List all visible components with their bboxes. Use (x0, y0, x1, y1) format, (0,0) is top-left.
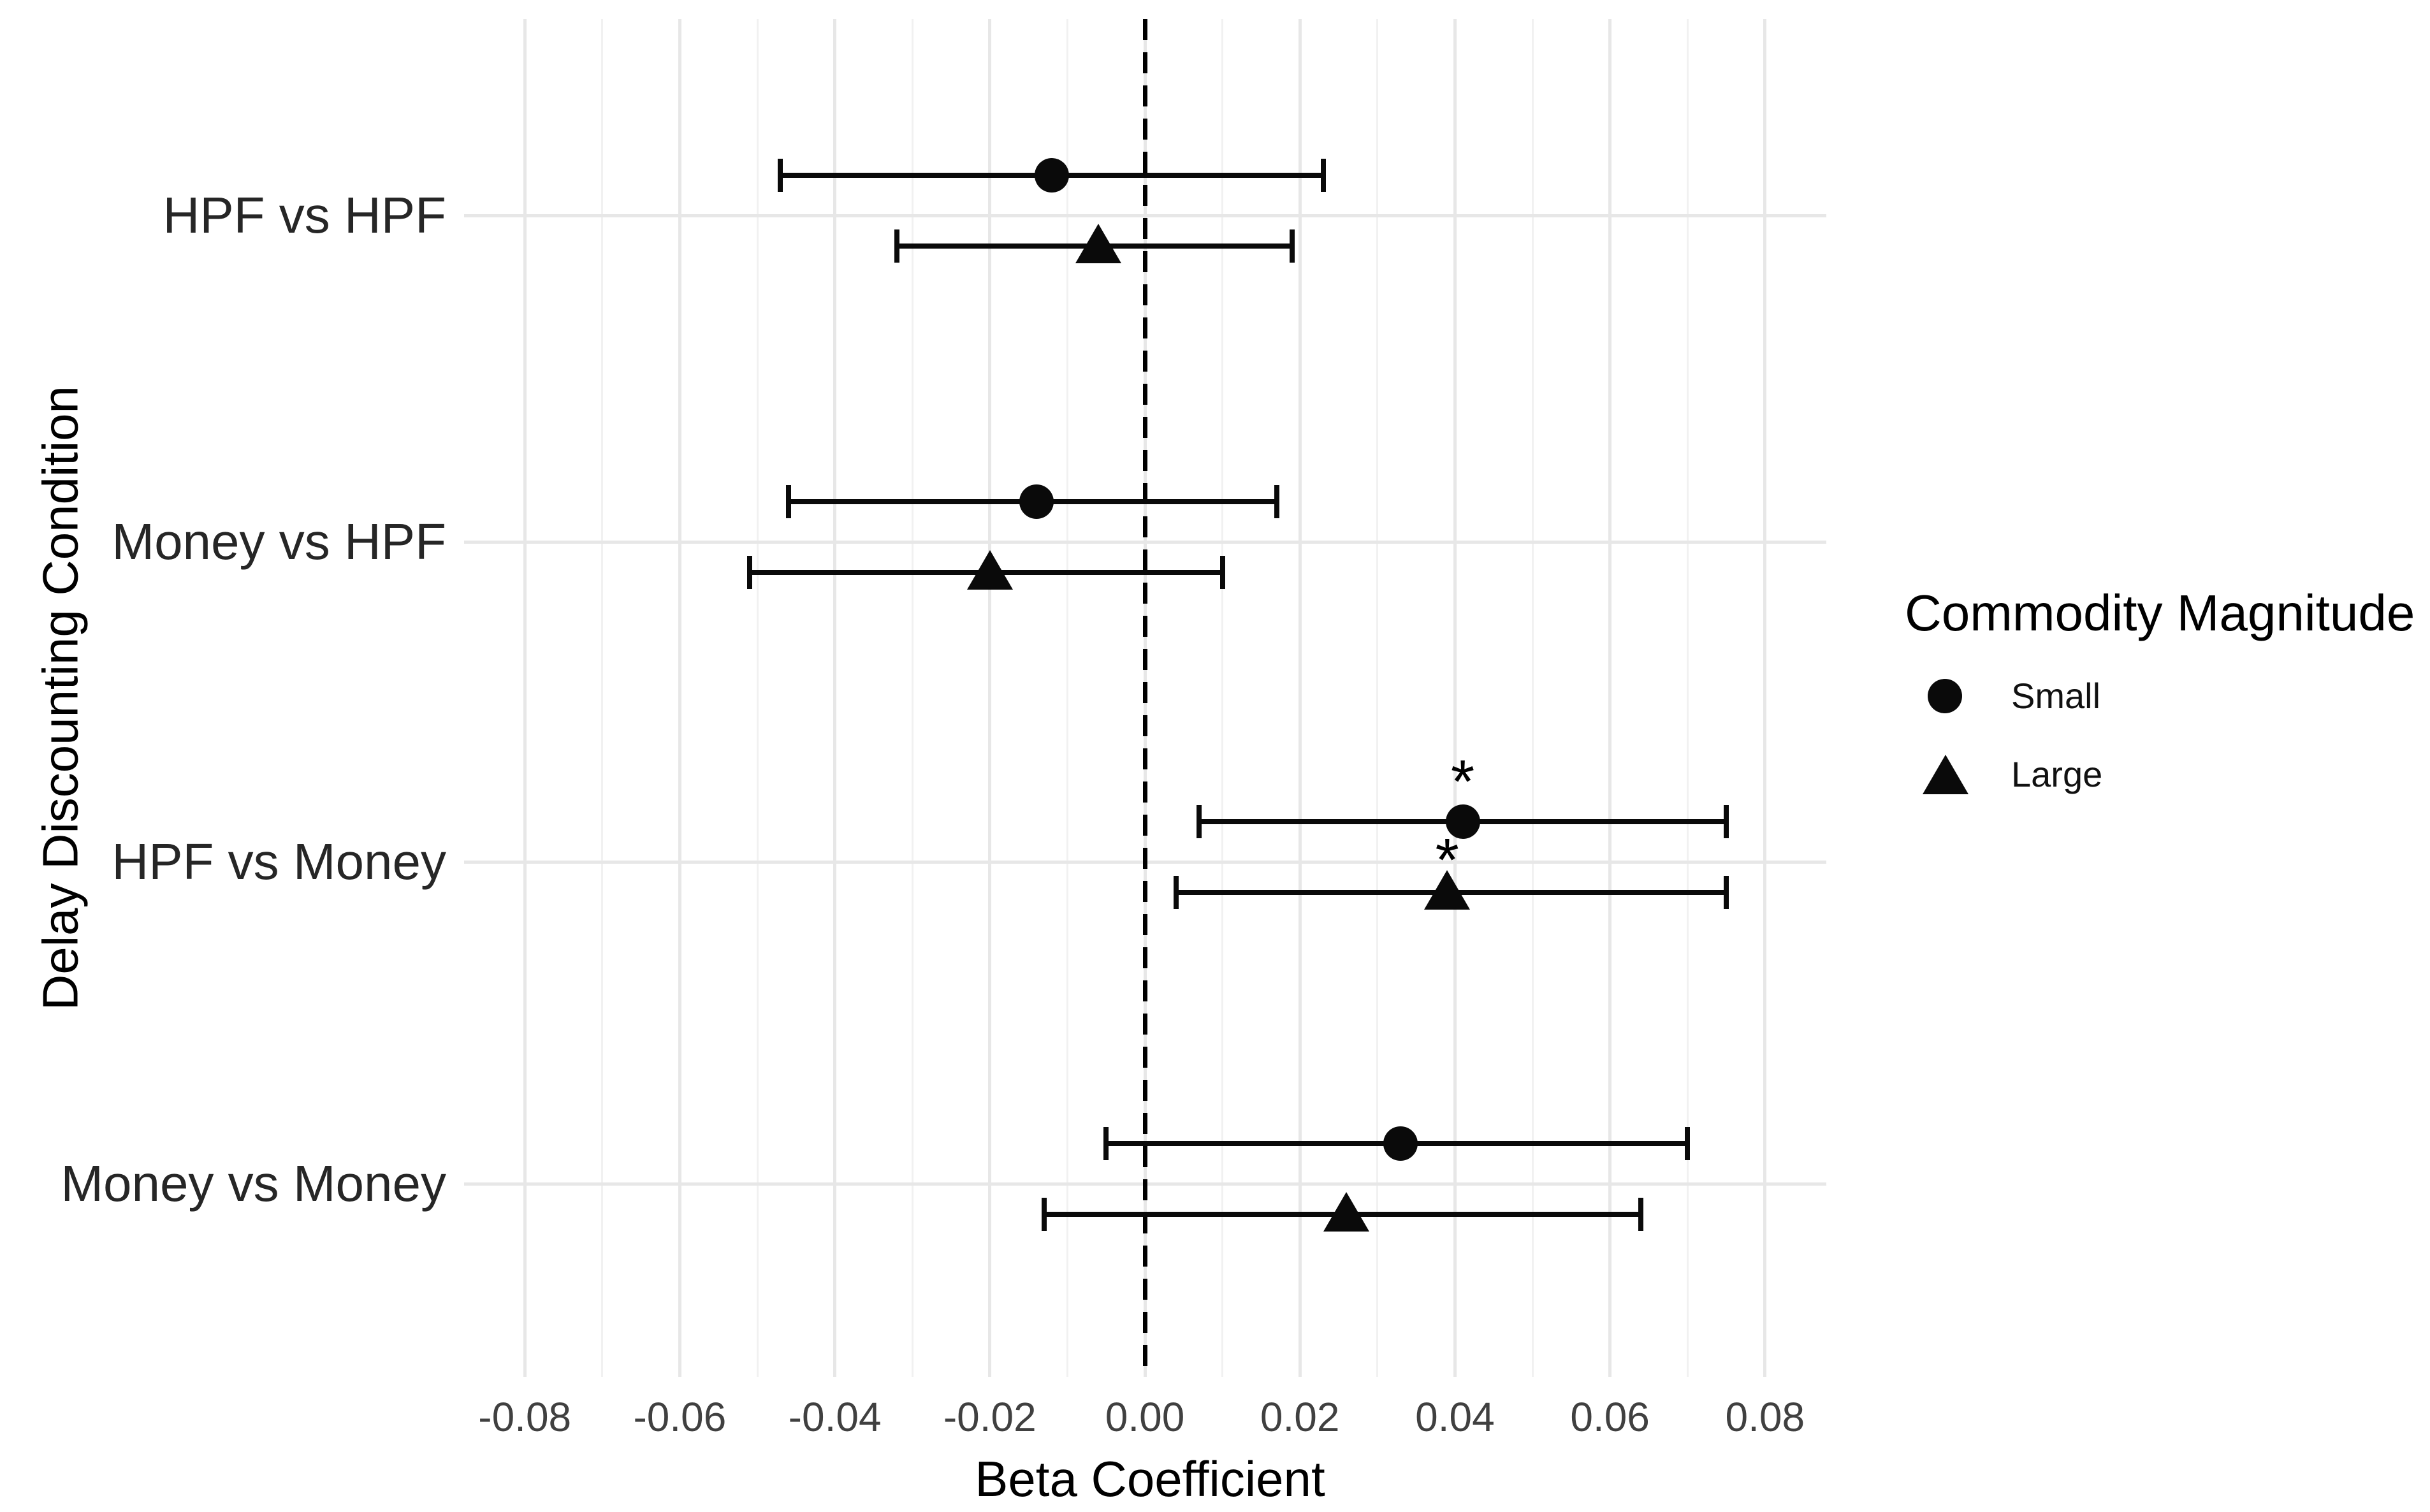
zero-reference-line (1142, 19, 1147, 1377)
x-axis-tick-label: 0.02 (1260, 1394, 1340, 1440)
y-axis-category-label: HPF vs Money (112, 833, 446, 890)
error-bar-cap-left (1173, 876, 1179, 909)
x-axis-tick-label: -0.08 (478, 1394, 572, 1440)
y-axis-category-label: Money vs Money (61, 1155, 446, 1212)
error-bar-cap-right (1685, 1127, 1691, 1160)
x-axis-tick-label: -0.06 (633, 1394, 727, 1440)
legend-title: Commodity Magnitude (1905, 585, 2415, 641)
gridline-vertical-minor (756, 19, 759, 1377)
x-axis-title: Beta Coefficient (975, 1451, 1325, 1507)
point-marker-circle (1019, 484, 1054, 519)
gridline-vertical-major (523, 19, 527, 1377)
error-bar-cap-right (1320, 159, 1326, 192)
gridline-vertical-major (1298, 19, 1302, 1377)
gridline-vertical-minor (1686, 19, 1689, 1377)
significance-asterisk: * (1435, 826, 1459, 894)
gridline-vertical-minor (601, 19, 604, 1377)
legend-small-circle-icon (1928, 679, 1962, 713)
point-marker-triangle (1424, 870, 1471, 910)
y-axis-category-label: Money vs HPF (112, 513, 446, 570)
legend-large-triangle-icon (1923, 755, 1968, 794)
y-axis-title: Delay Discounting Condition (32, 386, 89, 1010)
x-axis-tick-label: 0.04 (1415, 1394, 1495, 1440)
legend-label-small: Small (2011, 676, 2101, 716)
point-marker-circle (1383, 1126, 1418, 1161)
error-bar-cap-right (1724, 876, 1729, 909)
significance-asterisk: * (1450, 748, 1475, 816)
error-bar-cap-left (1197, 805, 1202, 838)
point-marker-circle (1445, 804, 1480, 839)
x-axis-tick-label: 0.06 (1570, 1394, 1650, 1440)
error-bar-cap-right (1724, 805, 1729, 838)
gridline-vertical-minor (1066, 19, 1068, 1377)
x-axis-tick-label: 0.08 (1725, 1394, 1805, 1440)
gridline-vertical-minor (1376, 19, 1379, 1377)
point-marker-triangle (1075, 224, 1122, 263)
gridline-vertical-minor (1221, 19, 1224, 1377)
gridline-vertical-major (988, 19, 992, 1377)
error-bar-cap-right (1638, 1198, 1644, 1231)
gridline-vertical-minor (911, 19, 913, 1377)
point-marker-circle (1035, 158, 1070, 193)
gridline-vertical-major (1453, 19, 1457, 1377)
error-bar-cap-left (778, 159, 783, 192)
x-axis-tick-label: -0.02 (943, 1394, 1037, 1440)
gridline-vertical-minor (1531, 19, 1534, 1377)
y-axis-category-label: HPF vs HPF (163, 187, 446, 244)
error-bar-cap-right (1274, 485, 1279, 518)
gridline-vertical-major (678, 19, 681, 1377)
error-bar-cap-left (746, 556, 752, 589)
error-bar-cap-left (894, 229, 899, 263)
error-bar-cap-right (1219, 556, 1225, 589)
error-bar-cap-left (1103, 1127, 1109, 1160)
gridline-vertical-major (1763, 19, 1767, 1377)
legend-label-large: Large (2011, 754, 2103, 794)
gridline-vertical-major (1608, 19, 1612, 1377)
error-bar-cap-left (785, 485, 791, 518)
x-axis-tick-label: -0.04 (788, 1394, 882, 1440)
x-axis-tick-label: 0.00 (1105, 1394, 1185, 1440)
gridline-vertical-major (833, 19, 837, 1377)
error-bar-cap-left (1041, 1198, 1047, 1231)
error-bar-cap-right (1290, 229, 1295, 263)
point-marker-triangle (966, 550, 1013, 590)
point-marker-triangle (1323, 1192, 1370, 1232)
